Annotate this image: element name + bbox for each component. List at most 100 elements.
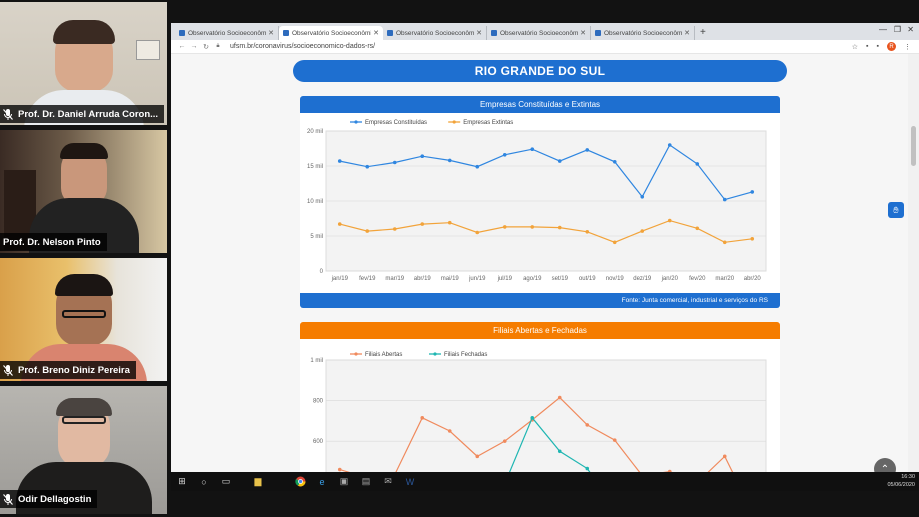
- x-tick-label: mar/19: [385, 276, 404, 282]
- participant-tile-1[interactable]: Prof. Dr. Daniel Arruda Coron...: [0, 2, 167, 125]
- legend-marker: [354, 352, 358, 356]
- task-view-icon[interactable]: ▭: [221, 476, 231, 486]
- close-tab-icon[interactable]: ✕: [268, 30, 274, 37]
- legend-entry: Empresas Extintas: [463, 120, 513, 126]
- browser-tab[interactable]: Observatório Socioeconômico ✕: [383, 26, 487, 40]
- data-point: [640, 195, 645, 199]
- participant-name-tag: Prof. Dr. Nelson Pinto: [0, 233, 107, 251]
- mic-off-icon: [3, 493, 13, 505]
- windows-start-icon[interactable]: ⊞: [178, 476, 186, 486]
- app-icon[interactable]: ✉︎: [384, 476, 392, 486]
- minimize-icon[interactable]: —: [879, 25, 887, 34]
- bookmark-star-icon[interactable]: ☆: [851, 43, 859, 51]
- data-point: [447, 220, 452, 225]
- file-explorer-icon[interactable]: ▆: [254, 476, 262, 486]
- legend-entry: Filiais Abertas: [365, 352, 402, 358]
- mic-off-icon: [3, 364, 13, 376]
- chart-card-filiais: Filiais Abertas e Fechadas 4006008001 mi…: [300, 322, 780, 491]
- close-tab-icon[interactable]: ✕: [580, 30, 586, 37]
- page-scrollbar[interactable]: [908, 54, 919, 491]
- lock-icon: 🔒︎: [216, 43, 220, 49]
- browser-tab[interactable]: Observatório Socioeconômico ✕: [591, 26, 695, 40]
- chrome-icon[interactable]: [289, 472, 311, 491]
- chart-title: Filiais Abertas e Fechadas: [300, 322, 780, 339]
- profile-avatar[interactable]: R: [887, 42, 896, 51]
- data-point: [722, 197, 727, 202]
- data-point: [502, 225, 507, 229]
- close-tab-icon[interactable]: ✕: [476, 30, 482, 37]
- participant-hair: [52, 20, 115, 44]
- data-point: [337, 222, 342, 226]
- address-bar: ← → ↻ 🔒︎ ufsm.br/coronavirus/socioeconom…: [171, 40, 919, 54]
- browser-tab-active[interactable]: Observatório Socioeconômico ✕: [279, 26, 383, 40]
- page-viewport[interactable]: RIO GRANDE DO SUL Empresas Constituídas …: [171, 54, 908, 491]
- y-tick-label: 10 mil: [307, 199, 323, 205]
- data-point: [502, 153, 507, 157]
- close-tab-icon[interactable]: ✕: [373, 30, 379, 37]
- x-tick-label: jan/19: [331, 276, 349, 282]
- participant-name: Prof. Breno Diniz Pereira: [18, 364, 130, 376]
- data-point: [612, 160, 617, 164]
- data-point: [557, 395, 562, 400]
- y-tick-label: 5 mil: [310, 234, 323, 240]
- data-point: [530, 416, 535, 420]
- url-field[interactable]: ufsm.br/coronavirus/socioeconomico-dados…: [230, 43, 376, 50]
- data-point: [612, 438, 617, 442]
- taskbar-clock: 16:30 05/06/2020: [887, 473, 915, 489]
- reload-icon[interactable]: ↻: [203, 43, 209, 51]
- data-point: [557, 159, 562, 163]
- participant-name: Odir Dellagostin: [18, 493, 92, 505]
- wall-frame: [136, 40, 160, 60]
- participant-tile-4[interactable]: Odir Dellagostin: [0, 386, 167, 514]
- word-icon[interactable]: W: [405, 476, 415, 487]
- data-point: [695, 226, 700, 231]
- participant-name-tag: Prof. Dr. Daniel Arruda Coron...: [0, 105, 165, 123]
- extension-icon[interactable]: ▪: [876, 43, 879, 50]
- maximize-icon[interactable]: ❐: [893, 25, 901, 34]
- data-point: [585, 423, 590, 427]
- site-favicon-icon: [387, 30, 393, 36]
- data-point: [750, 190, 755, 194]
- extension-icon[interactable]: ▪: [866, 43, 869, 50]
- data-point: [365, 164, 370, 169]
- site-favicon-icon: [595, 30, 601, 36]
- participant-glasses: [61, 310, 106, 318]
- tab-title: Observatório Socioeconômico: [292, 29, 372, 37]
- app-icon[interactable]: ▤: [361, 476, 371, 486]
- back-arrow-icon[interactable]: ←: [178, 43, 186, 50]
- chart-card-empresas: Empresas Constituídas e Extintas 0 5 mil 1…: [300, 96, 780, 308]
- app-icon[interactable]: ▣: [339, 476, 349, 486]
- close-tab-icon[interactable]: ✕: [684, 30, 690, 37]
- forward-arrow-icon[interactable]: →: [190, 43, 198, 50]
- y-tick-label: 15 mil: [307, 164, 323, 170]
- data-point: [337, 159, 342, 163]
- participant-glasses: [61, 416, 106, 424]
- series-line: [339, 416, 731, 491]
- x-tick-label: mar/20: [715, 276, 734, 282]
- site-favicon-icon: [491, 30, 497, 36]
- data-point: [667, 218, 672, 223]
- data-point: [392, 160, 397, 165]
- search-icon[interactable]: ○: [201, 476, 207, 487]
- close-window-icon[interactable]: ✕: [907, 25, 914, 34]
- scrollbar-thumb[interactable]: [911, 126, 916, 166]
- data-point: [392, 227, 397, 231]
- browser-tab[interactable]: Observatório Socioeconômico ✕: [175, 26, 279, 40]
- x-tick-label: dez/19: [633, 276, 652, 282]
- chart-empresas: 0 5 mil 10 mil 15 mil 20 mil jan/19 fev/19 mar/…: [307, 120, 767, 282]
- edge-icon[interactable]: e: [319, 476, 325, 487]
- x-tick-label: fev/19: [359, 276, 376, 282]
- tab-title: Observatório Socioeconômico: [604, 29, 683, 37]
- accessibility-hand-icon[interactable]: ✋︎: [888, 202, 904, 218]
- y-tick-label: 600: [313, 439, 324, 445]
- participant-tile-2[interactable]: Prof. Dr. Nelson Pinto: [0, 130, 167, 253]
- data-point: [420, 154, 425, 158]
- legend-entry: Filiais Fechadas: [444, 352, 487, 358]
- menu-kebab-icon[interactable]: ⋮: [904, 43, 911, 51]
- browser-tab[interactable]: Observatório Socioeconômico ✕: [487, 26, 591, 40]
- data-point: [750, 237, 755, 241]
- clock-date: 05/06/2020: [887, 482, 915, 488]
- x-tick-label: abr/19: [414, 276, 432, 282]
- participant-tile-3[interactable]: Prof. Breno Diniz Pereira: [0, 258, 167, 381]
- new-tab-button[interactable]: +: [700, 27, 706, 38]
